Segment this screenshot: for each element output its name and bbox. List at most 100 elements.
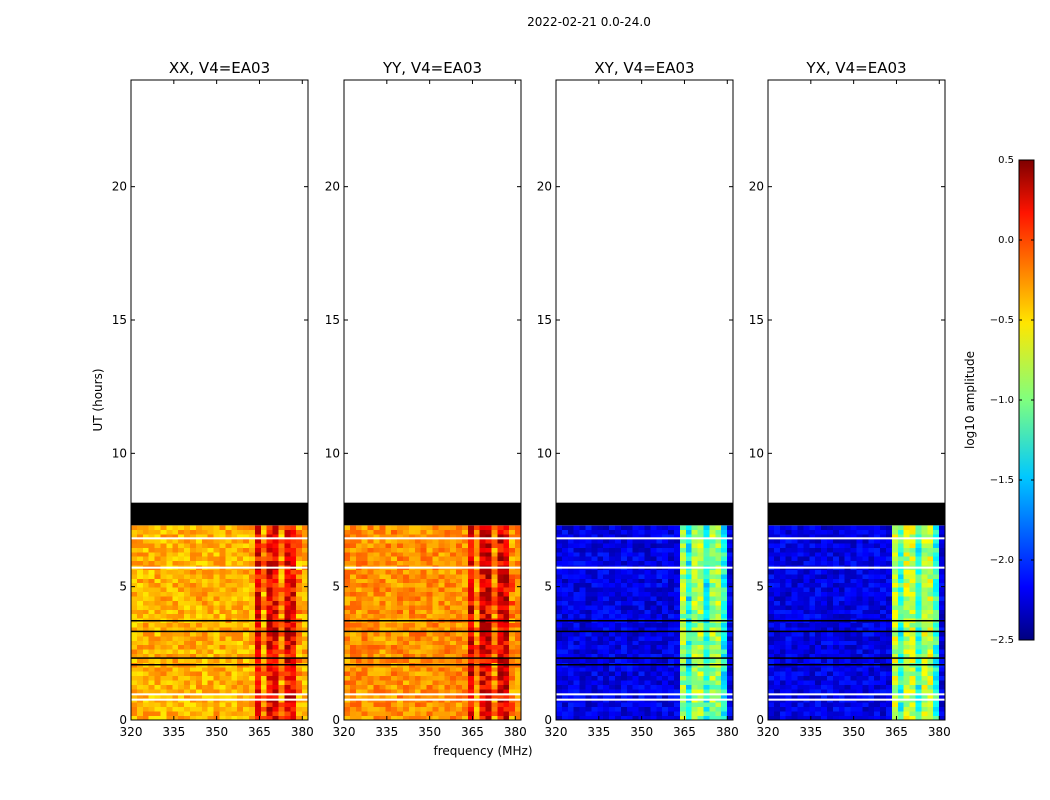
x-tick-label: 365 xyxy=(673,725,696,739)
heatmap-cell xyxy=(131,591,138,597)
heatmap-cell xyxy=(467,574,475,579)
heatmap-cell xyxy=(166,574,173,579)
heatmap-cell xyxy=(844,715,851,721)
heatmap-cell xyxy=(213,613,220,619)
heatmap-cell xyxy=(579,631,586,637)
heatmap-cell xyxy=(190,640,197,646)
x-tick-label: 380 xyxy=(716,725,739,739)
heatmap-cell xyxy=(249,538,256,544)
heatmap-cell xyxy=(154,702,161,708)
heatmap-cell xyxy=(909,693,916,699)
heatmap-cell xyxy=(656,591,663,597)
heatmap-cell xyxy=(148,666,155,672)
heatmap-cell xyxy=(166,671,173,677)
heatmap-cell xyxy=(497,560,504,566)
heatmap-cell xyxy=(727,596,734,601)
heatmap-cell xyxy=(685,543,693,548)
heatmap-cell xyxy=(225,706,232,712)
flagged-block xyxy=(131,502,308,526)
heatmap-cell xyxy=(302,529,309,535)
heatmap-cell xyxy=(344,556,351,562)
heatmap-cell xyxy=(456,538,463,544)
heatmap-cell xyxy=(897,666,905,672)
heatmap-cell xyxy=(644,529,651,535)
heatmap-cell xyxy=(674,547,681,553)
heatmap-cell xyxy=(467,525,475,531)
heatmap-cell xyxy=(355,693,363,699)
heatmap-cell xyxy=(844,711,851,716)
heatmap-cell xyxy=(556,569,563,575)
heatmap-cell xyxy=(685,653,693,659)
heatmap-cell xyxy=(178,529,185,535)
heatmap-cell xyxy=(296,675,303,681)
heatmap-cell xyxy=(903,622,910,628)
heatmap-cell xyxy=(154,596,161,601)
heatmap-cell xyxy=(779,693,787,699)
heatmap-cell xyxy=(154,622,161,628)
heatmap-cell xyxy=(909,591,916,597)
heatmap-cell xyxy=(897,627,905,632)
heatmap-cell xyxy=(231,689,238,694)
heatmap-cell xyxy=(379,675,386,681)
heatmap-cell xyxy=(479,635,486,641)
heatmap-cell xyxy=(579,666,586,672)
heatmap-cell xyxy=(456,689,463,694)
heatmap-cell xyxy=(503,675,510,681)
heatmap-cell xyxy=(373,627,380,632)
heatmap-cell xyxy=(379,671,386,677)
heatmap-cell xyxy=(903,635,910,641)
heatmap-cell xyxy=(579,547,586,553)
heatmap-cell xyxy=(509,587,516,593)
heatmap-cell xyxy=(284,653,291,659)
heatmap-cell xyxy=(385,666,392,672)
heatmap-cell xyxy=(373,702,380,708)
heatmap-cell xyxy=(131,609,138,615)
heatmap-cell xyxy=(438,627,445,632)
heatmap-cell xyxy=(685,711,693,716)
heatmap-cell xyxy=(397,680,404,685)
heatmap-cell xyxy=(939,706,946,712)
heatmap-cell xyxy=(178,538,185,544)
heatmap-cell xyxy=(136,644,144,650)
heatmap-cell xyxy=(219,525,226,531)
heatmap-cell xyxy=(886,591,893,597)
heatmap-cell xyxy=(773,653,781,659)
heatmap-cell xyxy=(644,609,651,615)
heatmap-cell xyxy=(897,644,905,650)
heatmap-cell xyxy=(880,600,887,606)
heatmap-cell xyxy=(838,675,846,681)
heatmap-cell xyxy=(178,706,185,712)
heatmap-cell xyxy=(225,604,232,610)
heatmap-cell xyxy=(201,600,209,606)
heatmap-cell xyxy=(254,547,262,553)
heatmap-cell xyxy=(685,715,693,721)
heatmap-cell xyxy=(243,627,250,632)
heatmap-cell xyxy=(272,644,279,650)
heatmap-cell xyxy=(856,613,863,619)
heatmap-cell xyxy=(662,604,669,610)
heatmap-cell xyxy=(178,644,185,650)
heatmap-cell xyxy=(438,640,445,646)
heatmap-cell xyxy=(579,689,586,694)
heatmap-cell xyxy=(638,706,645,712)
heatmap-cell xyxy=(650,702,657,708)
heatmap-cell xyxy=(674,596,681,601)
heatmap-cell xyxy=(573,529,580,535)
heatmap-cell xyxy=(821,702,828,708)
heatmap-cell xyxy=(408,671,416,677)
heatmap-cell xyxy=(626,574,634,579)
heatmap-cell xyxy=(620,671,628,677)
heatmap-cell xyxy=(597,556,604,562)
heatmap-cell xyxy=(768,622,775,628)
heatmap-cell xyxy=(355,582,363,588)
heatmap-cell xyxy=(556,693,563,699)
heatmap-cell xyxy=(148,538,155,544)
heatmap-cell xyxy=(361,560,368,566)
heatmap-cell xyxy=(207,609,214,615)
heatmap-cell xyxy=(768,627,775,632)
heatmap-cell xyxy=(597,578,604,584)
heatmap-cell xyxy=(685,604,693,610)
heatmap-cell xyxy=(603,631,610,637)
heatmap-cell xyxy=(231,649,238,655)
heatmap-cell xyxy=(302,635,309,641)
